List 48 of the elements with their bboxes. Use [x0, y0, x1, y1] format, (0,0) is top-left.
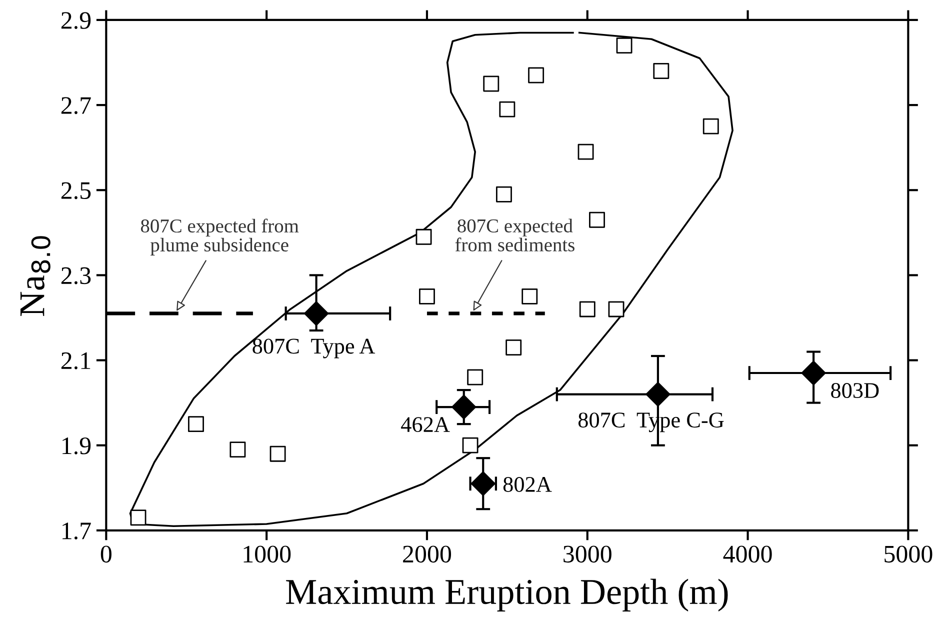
y-axis-title: Na$_{8.0}$ [20, 236, 50, 316]
point [452, 394, 476, 420]
annotation: 807C Type A [252, 338, 376, 358]
point [616, 38, 632, 54]
annotation: 462A [401, 417, 450, 432]
annotation: 802A [503, 476, 552, 492]
annotation: 807C expected from sediments [455, 218, 574, 252]
y-tick-label: 1.9 [62, 437, 91, 454]
point [304, 301, 329, 326]
annotation: 807C expected from plume subsidence [140, 218, 299, 256]
x-axis-title: Maximum Eruption Depth (m) [286, 578, 728, 612]
point [496, 186, 512, 202]
point [608, 301, 624, 318]
point [188, 416, 204, 432]
point [130, 510, 146, 526]
point [653, 63, 670, 79]
point [578, 144, 594, 160]
line-series [129, 32, 734, 528]
x-tick-label: 1000 [244, 546, 291, 563]
point [230, 442, 246, 458]
y-tick-label: 1.7 [62, 522, 91, 540]
x-tick-label: 2000 [403, 546, 452, 563]
point [483, 76, 500, 92]
point [419, 288, 435, 304]
point [416, 228, 432, 245]
point [702, 118, 719, 134]
point [270, 446, 286, 462]
point [499, 101, 516, 118]
x-tick-label: 0 [100, 546, 112, 563]
annotation: 803D [831, 383, 879, 398]
y-tick-label: 2.9 [61, 12, 91, 29]
point [522, 288, 538, 304]
y-tick-label: 2.7 [61, 97, 91, 114]
y-tick-label: 2.5 [61, 182, 91, 200]
x-tick-label: 3000 [564, 546, 612, 563]
point [506, 340, 522, 356]
point [470, 471, 496, 496]
point [589, 212, 605, 228]
x-tick-label: 4000 [723, 546, 772, 563]
y-tick-label: 2.3 [61, 267, 91, 284]
point [579, 301, 596, 318]
y-tick-label: 2.1 [61, 352, 90, 370]
point [528, 67, 544, 84]
point [462, 437, 478, 454]
point [801, 360, 826, 386]
point [646, 382, 670, 407]
point [467, 369, 484, 386]
x-tick-label: 5000 [884, 546, 932, 563]
